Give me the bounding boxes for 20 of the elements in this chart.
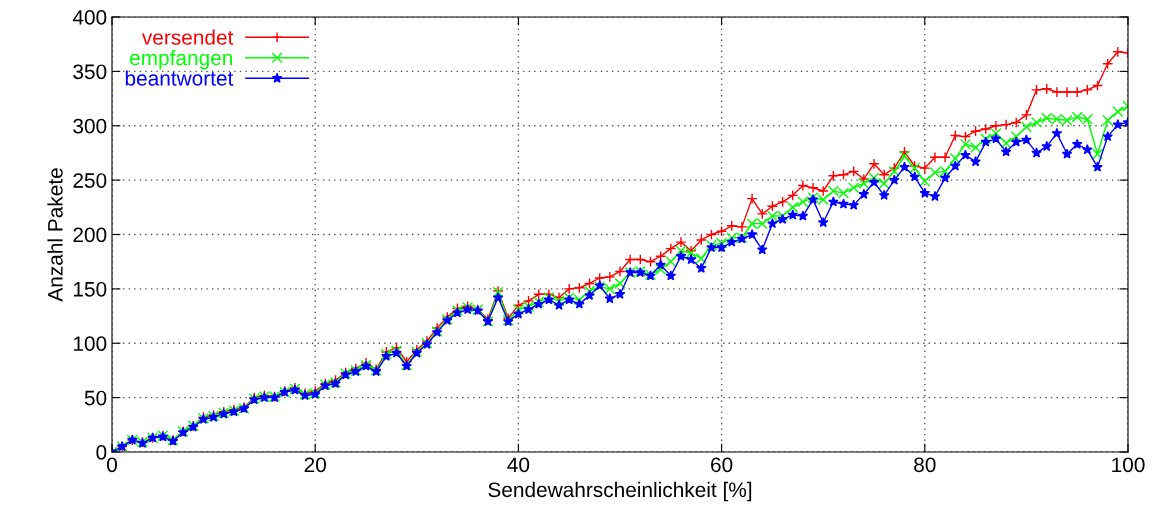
y-tick-label: 0	[96, 445, 107, 460]
legend-label: beantwortet	[125, 70, 234, 86]
x-tick-label: 0	[107, 457, 117, 473]
y-tick-label: 400	[72, 10, 107, 25]
y-tick-label: 200	[73, 227, 107, 243]
x-tick-label: 80	[914, 457, 936, 473]
y-axis-title: Anzahl Pakete	[47, 168, 63, 302]
y-tick-label: 50	[84, 390, 107, 406]
y-tick-label: 250	[73, 173, 107, 188]
y-tick-label: 100	[73, 336, 107, 351]
x-axis-title: Sendewahrscheinlichkeit [%]	[488, 481, 752, 502]
legend-label: empfangen	[130, 49, 233, 70]
y-tick-label: 300	[73, 118, 107, 134]
legend-label: versendet	[141, 29, 234, 45]
x-tick-label: 100	[1112, 457, 1145, 473]
y-tick-label: 350	[73, 64, 107, 80]
y-tick-label: 150	[73, 281, 107, 297]
x-tick-label: 20	[304, 457, 326, 473]
x-tick-label: 60	[711, 457, 733, 473]
x-tick-label: 40	[507, 457, 530, 473]
